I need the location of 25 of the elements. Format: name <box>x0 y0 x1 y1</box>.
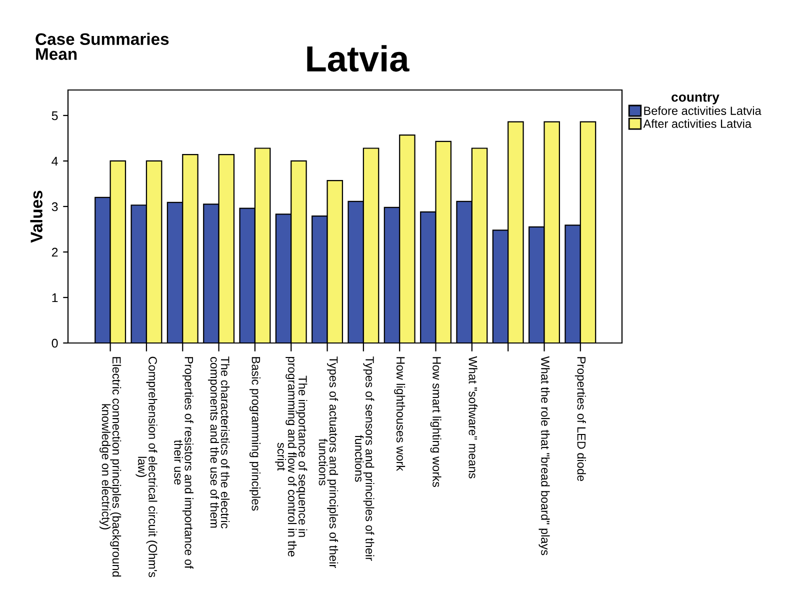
x-tick-label: The characteristics of the electric components and the use of them <box>208 356 230 528</box>
x-tick-label: The importance of sequence in programming and flow of control in the script <box>275 356 308 556</box>
x-tick-label: How lighthouses work <box>394 357 406 472</box>
y-tick-label: 3 <box>52 202 58 212</box>
legend-title: country <box>672 92 720 104</box>
x-tick-label: Properties of LED diode <box>574 357 586 482</box>
x-tick-label: Types of sensors and principles of their functions <box>354 356 374 561</box>
x-tick-label: Properties of resistors and importance of their use <box>174 357 194 569</box>
chart-subtitle: Case Summaries Mean <box>36 32 169 60</box>
x-tick-label: Basic programming principles <box>249 357 260 511</box>
x-tick-label: What "software" means <box>468 356 478 478</box>
legend-label: Before activities Latvia <box>644 106 762 115</box>
y-tick-label: 2 <box>52 248 58 257</box>
y-axis-title: Values <box>30 190 42 243</box>
x-tick-label: Comprehension of electrical circuit (Ohm's law) <box>136 356 158 578</box>
x-tick-label: What the role that "bread board" plays <box>538 356 550 556</box>
y-tick-label: 1 <box>52 293 58 302</box>
x-tick-label: How smart lighting works <box>430 357 442 487</box>
legend-label: After activities Latvia <box>643 119 752 128</box>
y-tick-label: 5 <box>52 111 58 120</box>
x-tick-label: Electric connection principles (background knowledge on electricty) <box>100 357 122 577</box>
y-tick-label: 4 <box>52 156 58 166</box>
y-tick-label: 0 <box>52 338 58 348</box>
x-tick-label: Types of actuators and principles of their functions <box>318 356 338 568</box>
chart-title: Latvia <box>307 45 410 72</box>
